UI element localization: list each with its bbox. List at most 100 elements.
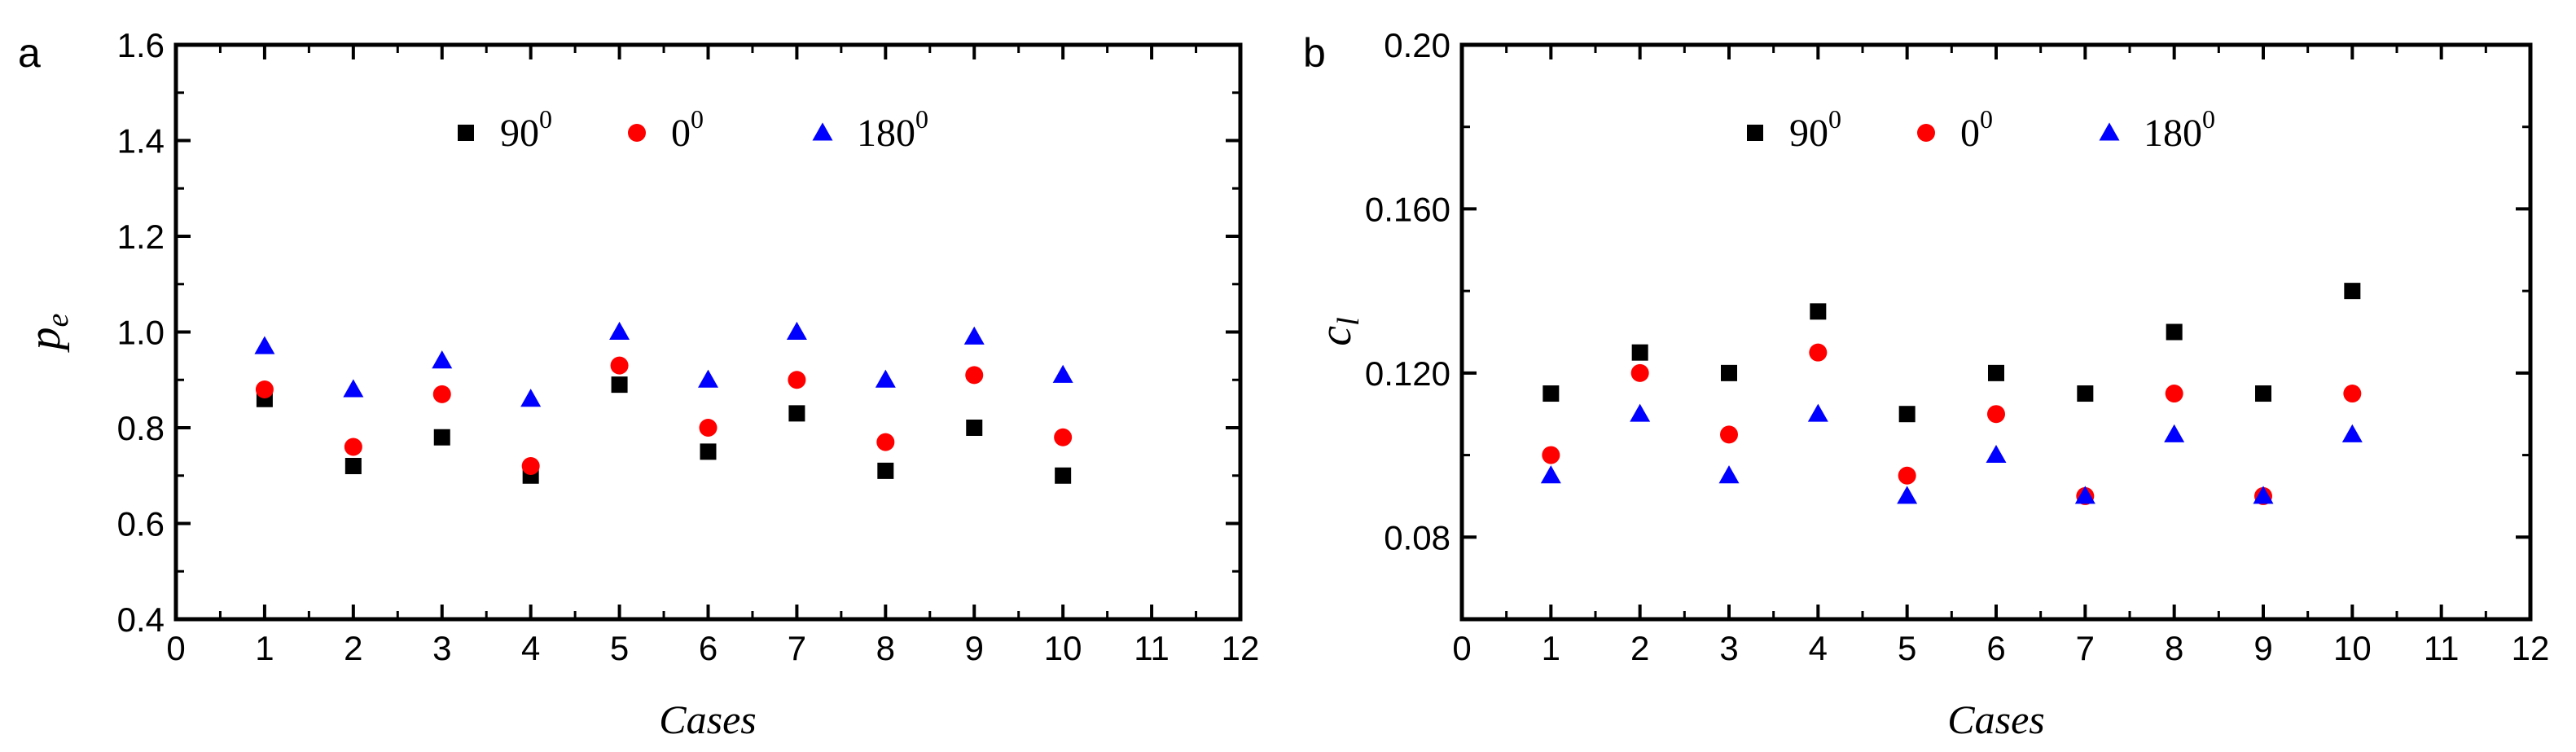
- legend-entry-name: 0: [1960, 112, 1980, 155]
- y-axis-label-a-subscript: e: [41, 313, 75, 327]
- data-point-triangle-b: [2341, 424, 2363, 442]
- data-point-square-a: [700, 443, 717, 460]
- legend-a: 900 00 1800: [458, 104, 928, 155]
- data-point-square-b: [2166, 323, 2183, 341]
- data-point-circle-a: [788, 371, 806, 389]
- y-axis-label-a-main: p: [20, 327, 70, 353]
- x-tick-label: 1: [255, 629, 274, 667]
- data-point-circle-a: [521, 457, 540, 475]
- data-point-circle-a: [965, 366, 984, 385]
- y-tick-label: 0.08: [1384, 518, 1450, 556]
- data-point-square-a: [1055, 467, 1072, 484]
- data-point-triangle-b: [1540, 465, 1561, 484]
- data-point-circle-a: [255, 380, 274, 398]
- x-axis-a: 0 1 2 3 4 5 6 7 8 9 10 11 12: [166, 45, 1259, 667]
- legend-entry-superscript: 0: [539, 104, 552, 134]
- y-tick-label: 0.20: [1384, 26, 1450, 64]
- data-point-triangle-a: [343, 379, 364, 398]
- data-point-circle-b: [1898, 466, 1916, 485]
- legend-entry-label: 900: [1789, 104, 1841, 155]
- x-tick-label: 5: [1898, 629, 1916, 667]
- x-tick-label: 7: [788, 629, 806, 667]
- data-point-triangle-a: [432, 350, 453, 369]
- data-point-triangle-a: [609, 321, 630, 340]
- y-axis-label-b-main: c: [1310, 326, 1361, 346]
- x-tick-label: 3: [1719, 629, 1738, 667]
- data-point-triangle-a: [254, 336, 275, 354]
- data-point-square-b: [1898, 406, 1916, 423]
- legend-entry-label: 00: [671, 104, 704, 155]
- data-point-triangle-b: [2253, 486, 2274, 504]
- data-point-circle-b: [1809, 343, 1828, 362]
- data-point-triangle-a: [698, 369, 718, 388]
- legend-entry-name: 180: [857, 112, 915, 155]
- data-point-square-b: [1543, 385, 1560, 402]
- chart-panel-a: a 0.40.60.81.01.21.41.6 0 1 2 3 4 5 6 7 8 9 10 11 12…: [18, 26, 1259, 742]
- data-point-square-a: [344, 458, 362, 474]
- data-point-circle-b: [2165, 385, 2183, 403]
- data-point-triangle-b: [2164, 424, 2185, 442]
- data-points-a: [254, 321, 1073, 484]
- legend-marker-square-b: [1747, 125, 1763, 141]
- data-point-circle-a: [699, 419, 718, 437]
- data-point-circle-a: [344, 438, 362, 456]
- y-axis-a: 0.4 0.6 0.8 1.0 1.2 1.4 1.6: [117, 26, 1240, 639]
- y-axis-b: 0.08 0.120 0.160 0.20: [1365, 26, 2530, 556]
- legend-entry-name: 180: [2144, 112, 2202, 155]
- data-point-circle-a: [876, 433, 895, 451]
- x-axis-label-b: Cases: [1947, 697, 2044, 742]
- data-point-triangle-a: [520, 389, 542, 407]
- legend-entry-name: 0: [671, 112, 691, 155]
- legend-marker-square-a: [458, 125, 474, 141]
- data-point-square-b: [1988, 364, 2004, 381]
- x-tick-label: 11: [1134, 629, 1170, 667]
- y-axis-label-b: cl: [1310, 317, 1366, 345]
- data-point-circle-a: [610, 356, 629, 375]
- data-point-square-a: [877, 462, 894, 479]
- x-tick-label: 4: [1809, 629, 1828, 667]
- y-tick-label: 0.4: [117, 600, 165, 639]
- x-tick-label: 10: [1044, 629, 1082, 667]
- legend-b: 900 00 180 0: [1747, 104, 2215, 155]
- data-point-square-a: [433, 429, 450, 446]
- data-point-triangle-a: [1052, 364, 1073, 383]
- panel-label-b: b: [1303, 30, 1326, 76]
- x-tick-label: 4: [521, 629, 540, 667]
- x-tick-label: 3: [432, 629, 451, 667]
- legend-marker-circle-a: [628, 124, 646, 142]
- legend-entry-superscript: 0: [915, 104, 928, 134]
- data-points-b: [1540, 283, 2363, 505]
- data-point-square-b: [1721, 364, 1737, 381]
- x-tick-label: 0: [1452, 629, 1471, 667]
- data-point-square-a: [966, 420, 983, 436]
- data-point-square-b: [2344, 283, 2361, 300]
- data-point-square-b: [1810, 303, 1827, 320]
- data-point-square-b: [1631, 344, 1648, 361]
- x-tick-label: 12: [2512, 629, 2550, 667]
- x-tick-label: 6: [1986, 629, 2005, 667]
- data-point-triangle-b: [1630, 403, 1651, 422]
- x-tick-label: 6: [699, 629, 718, 667]
- data-point-circle-b: [2343, 385, 2362, 403]
- x-tick-label: 9: [965, 629, 984, 667]
- legend-entry-label: 00: [1960, 104, 1993, 155]
- data-point-circle-b: [1987, 405, 2005, 424]
- y-tick-label: 1.4: [117, 122, 165, 161]
- data-point-circle-b: [1630, 363, 1649, 382]
- data-point-circle-b: [1720, 425, 1738, 444]
- data-point-square-b: [2077, 385, 2094, 402]
- legend-marker-circle-b: [1917, 124, 1935, 142]
- x-tick-label: 2: [344, 629, 362, 667]
- y-tick-label: 1.6: [117, 26, 165, 64]
- x-tick-label: 5: [610, 629, 629, 667]
- data-point-circle-b: [1542, 446, 1560, 464]
- legend-entry-superscript: 0: [691, 104, 704, 134]
- data-point-circle-a: [1054, 428, 1073, 446]
- data-point-square-a: [611, 376, 628, 394]
- legend-marker-triangle-b: [2099, 122, 2120, 141]
- data-point-triangle-b: [1986, 444, 2007, 464]
- y-tick-label: 1.0: [117, 314, 165, 352]
- x-tick-label: 8: [876, 629, 895, 667]
